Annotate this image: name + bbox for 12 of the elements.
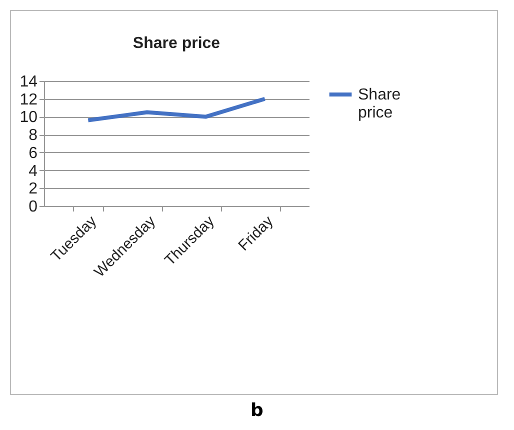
y-tick-label: 0	[28, 198, 38, 216]
y-tick-label: 10	[20, 109, 38, 126]
legend-label: Share price	[358, 86, 401, 122]
chart-title: Share price	[132, 35, 220, 52]
y-tick-label: 8	[28, 127, 38, 144]
text: b	[250, 400, 264, 421]
y-tick-label: 6	[28, 144, 38, 162]
y-tick-label: 12	[20, 91, 38, 108]
line-series	[86, 96, 267, 122]
y-tick-label: 14	[20, 74, 38, 90]
y-tick-label: 4	[28, 162, 38, 180]
y-tick-label: 2	[28, 180, 38, 198]
